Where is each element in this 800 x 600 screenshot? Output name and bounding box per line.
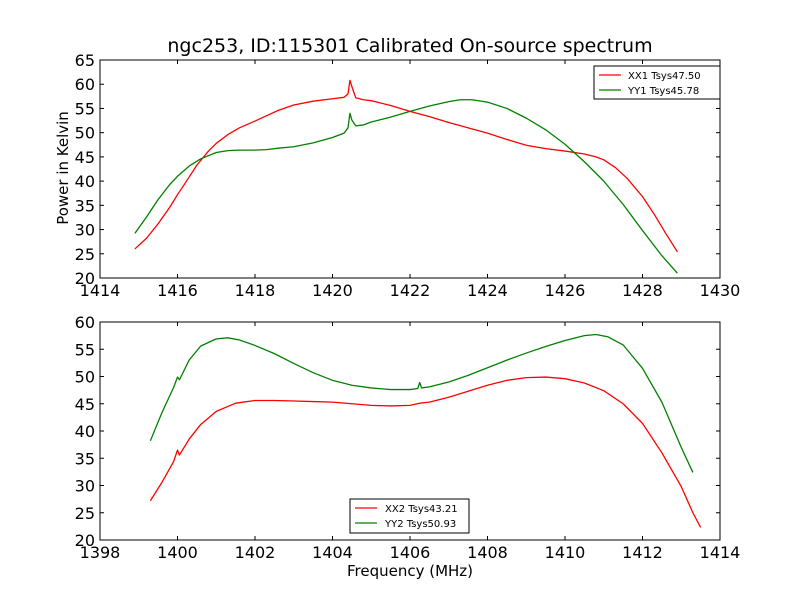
bottom-x-tick-label: 1402	[235, 543, 276, 562]
top-series-line-1	[134, 99, 678, 274]
top-x-tick-label: 1416	[157, 281, 198, 300]
top-y-tick-label: 35	[75, 196, 95, 215]
bottom-series-line-1	[149, 333, 694, 473]
top-y-tick-label: 25	[75, 245, 95, 264]
top-x-tick-label: 1430	[700, 281, 741, 300]
top-y-tick-label: 55	[75, 99, 95, 118]
bottom-y-tick-label: 60	[75, 313, 95, 332]
top-series-line-0	[134, 79, 678, 253]
legend-label-xx1: XX1 Tsys47.50	[628, 71, 701, 82]
bottom-x-tick-label: 1412	[622, 543, 663, 562]
bottom-y-tick-label: 50	[75, 368, 95, 387]
bottom-y-tick-label: 40	[75, 422, 95, 441]
top-legend: XX1 Tsys47.50 YY1 Tsys45.78	[593, 65, 721, 100]
top-x-tick-label: 1422	[390, 281, 431, 300]
top-y-tick-label: 40	[75, 172, 95, 191]
top-legend-box	[593, 65, 721, 100]
top-y-axis-label: Power in Kelvin	[54, 111, 72, 225]
bottom-y-tick-label: 25	[75, 504, 95, 523]
bottom-x-tick-label: 1410	[545, 543, 586, 562]
top-y-tick-label: 30	[75, 221, 95, 240]
bottom-legend-box	[349, 498, 470, 534]
bottom-y-tick-label: 30	[75, 477, 95, 496]
bottom-x-tick-label: 1400	[157, 543, 198, 562]
top-y-tick-label: 20	[75, 269, 95, 288]
top-x-tick-label: 1426	[545, 281, 586, 300]
bottom-x-tick-label: 1414	[700, 543, 741, 562]
top-y-tick-label: 45	[75, 148, 95, 167]
top-x-tick-label: 1418	[235, 281, 276, 300]
chart-title: ngc253, ID:115301 Calibrated On-source s…	[167, 35, 652, 57]
top-y-tick-label: 60	[75, 75, 95, 94]
top-x-tick-label: 1428	[622, 281, 663, 300]
bottom-x-tick-label: 1404	[312, 543, 353, 562]
bottom-y-tick-label: 20	[75, 531, 95, 550]
legend-label-xx2: XX2 Tsys43.21	[385, 504, 458, 515]
top-panel: 1414 1416 1418 1420 1422 1424 1426 1428 1430 20 25…	[75, 51, 741, 300]
bottom-x-axis-label: Frequency (MHz)	[347, 562, 473, 580]
bottom-series-line-0	[149, 376, 702, 528]
bottom-panel: 1398 1400 1402 1404 1406 1408 1410 1412 1414 20 25…	[75, 313, 741, 562]
top-x-tick-label: 1414	[80, 281, 121, 300]
bottom-x-tick-label: 1408	[467, 543, 508, 562]
bottom-y-tick-label: 45	[75, 395, 95, 414]
top-x-tick-label: 1420	[312, 281, 353, 300]
legend-label-yy1: YY1 Tsys45.78	[627, 86, 699, 97]
top-y-tick-label: 65	[75, 51, 95, 70]
bottom-y-tick-label: 35	[75, 449, 95, 468]
bottom-x-tick-label: 1406	[390, 543, 431, 562]
bottom-x-tick-label: 1398	[80, 543, 121, 562]
bottom-legend: XX2 Tsys43.21 YY2 Tsys50.93	[349, 498, 470, 534]
top-x-tick-label: 1424	[467, 281, 508, 300]
legend-label-yy2: YY2 Tsys50.93	[384, 519, 456, 530]
bottom-y-tick-label: 55	[75, 340, 95, 359]
top-y-tick-label: 50	[75, 124, 95, 143]
